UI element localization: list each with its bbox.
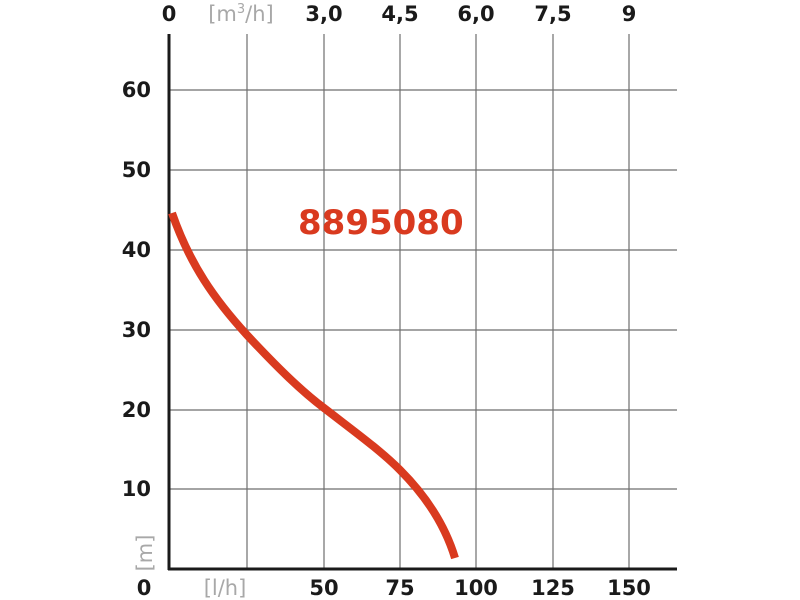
- x-top-tick-3-0: 3,0: [305, 2, 342, 26]
- x-tick-150: 150: [607, 576, 651, 600]
- y-tick-50: 50: [122, 158, 151, 182]
- x-top-tick-7-5: 7,5: [534, 2, 571, 26]
- x-tick-125: 125: [531, 576, 575, 600]
- grid: [169, 34, 677, 569]
- x-tick-75: 75: [385, 576, 414, 600]
- x-top-tick-4-5: 4,5: [381, 2, 418, 26]
- x-tick-50: 50: [309, 576, 338, 600]
- series-label: 8895080: [298, 203, 464, 243]
- y-tick-40: 40: [122, 238, 151, 262]
- x-bottom-tick-labels: [l/h] 50 75 100 125 150: [204, 576, 651, 600]
- x-top-tick-9: 9: [622, 2, 637, 26]
- x-bottom-unit-label: [l/h]: [204, 576, 247, 600]
- x-tick-100: 100: [454, 576, 498, 600]
- x-top-tick-6-0: 6,0: [457, 2, 494, 26]
- origin-zero: 0: [137, 576, 152, 600]
- y-tick-60: 60: [122, 78, 151, 102]
- y-tick-labels: 60 50 40 30 20 10 0: [122, 78, 152, 600]
- y-tick-30: 30: [122, 318, 151, 342]
- y-tick-10: 10: [122, 477, 151, 501]
- pump-curve-8895080: [168, 211, 459, 560]
- x-top-tick-labels: 0 [m3/h] 3,0 4,5 6,0 7,5 9: [162, 2, 637, 26]
- x-top-unit-label: [m3/h]: [208, 2, 274, 26]
- x-top-tick-0: 0: [162, 2, 177, 26]
- y-tick-20: 20: [122, 398, 151, 422]
- y-unit-label: [m]: [133, 535, 157, 572]
